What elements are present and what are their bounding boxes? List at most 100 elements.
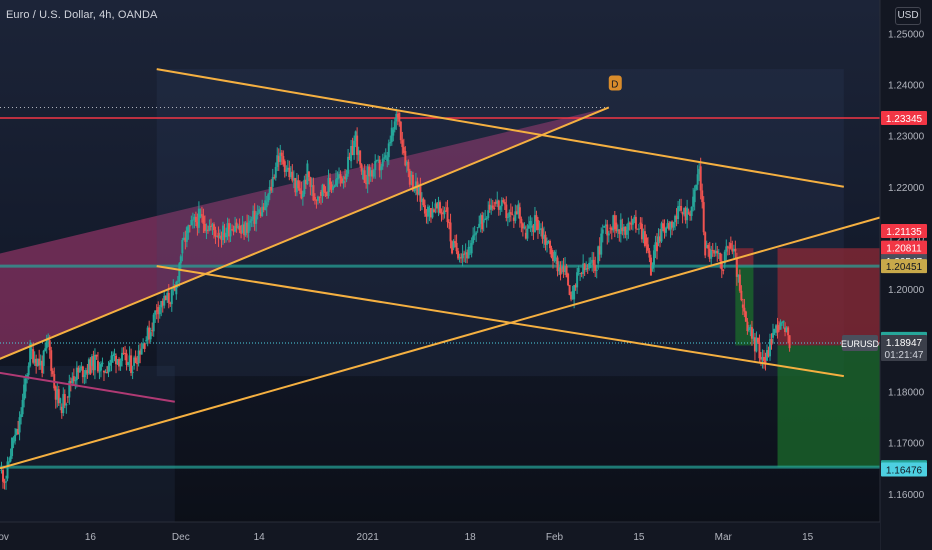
candle-body (357, 150, 360, 155)
candle-body (702, 202, 705, 233)
price-tag (881, 259, 927, 274)
candle-body (529, 220, 532, 226)
candle-body (613, 215, 616, 230)
candle-body (503, 202, 506, 205)
candle-body (573, 285, 576, 300)
candle-body (523, 226, 526, 229)
candle-body (690, 206, 693, 216)
candle-body (92, 356, 95, 371)
candle-body (426, 206, 429, 217)
candle-body (749, 327, 752, 329)
candle-body (109, 362, 111, 366)
candle-body (544, 234, 547, 245)
candle-body (765, 350, 768, 361)
candle-body (118, 359, 121, 367)
candle-body (332, 186, 335, 190)
position-profit-box (777, 345, 880, 468)
candle-body (425, 213, 428, 217)
candle-body (704, 232, 707, 256)
candle-body (716, 250, 719, 254)
candle-body (71, 378, 74, 384)
candle-body (77, 367, 80, 373)
candle-body (776, 325, 779, 333)
candle-body (671, 221, 674, 228)
candle-body (530, 225, 533, 228)
candle-body (514, 211, 517, 221)
candle-body (206, 229, 209, 231)
price-tag-label: 1.20811 (886, 244, 922, 255)
candle-body (369, 170, 372, 177)
candle-body (87, 359, 90, 374)
candle-body (550, 248, 553, 258)
candle-body (598, 246, 601, 255)
candle-body (589, 262, 592, 264)
candle-body (472, 235, 475, 244)
candle-body (744, 311, 747, 322)
candle-body (66, 396, 69, 398)
candle-body (200, 214, 203, 216)
candle-body (660, 223, 663, 242)
candle-body (339, 174, 342, 179)
price-axis (880, 0, 932, 550)
candle-body (747, 328, 750, 331)
candle-body (758, 342, 761, 359)
candle-body (167, 292, 170, 303)
candle-body (338, 174, 341, 179)
candle-body (267, 194, 270, 203)
candle-body (231, 229, 234, 231)
candle-body (360, 164, 363, 172)
price-tag (881, 110, 927, 125)
candle-body (466, 252, 469, 259)
candle-body (270, 186, 273, 191)
candle-body (8, 461, 11, 463)
candle-body (707, 245, 710, 249)
candle-body (585, 268, 588, 270)
candle-body (57, 389, 60, 404)
candle-body (122, 352, 125, 354)
candle-body (139, 350, 142, 355)
pattern-label: D (611, 79, 618, 90)
candle-body (735, 258, 738, 277)
candle-body (594, 265, 597, 272)
candle-body (276, 155, 279, 167)
candle-body (285, 169, 288, 172)
candle-body (321, 184, 324, 196)
candle-body (782, 320, 785, 323)
candle-body (770, 339, 773, 345)
candle-body (173, 287, 176, 291)
candle-body (330, 184, 333, 190)
candle-body (179, 256, 182, 264)
x-tick-label: Nov (0, 532, 9, 543)
candle-body (535, 215, 538, 222)
candle-body (505, 204, 508, 218)
candle-body (322, 184, 325, 192)
candle-body (83, 374, 86, 378)
x-tick-label: Mar (715, 532, 733, 543)
candle-body (345, 173, 348, 180)
x-tick-label: Dec (172, 532, 190, 543)
candle-body (606, 224, 609, 236)
y-tick-label: 1.22000 (888, 183, 925, 194)
candle-body (710, 249, 713, 259)
candle-body (329, 177, 331, 185)
candle-body (601, 229, 604, 234)
candle-body (490, 205, 493, 210)
candle-body (344, 176, 347, 180)
candle-body (725, 246, 728, 252)
candle-body (539, 228, 542, 230)
candle-body (714, 250, 717, 254)
candle-body (527, 225, 530, 229)
candle-body (181, 240, 184, 254)
candle-body (20, 414, 23, 418)
candle-body (506, 217, 509, 219)
candle-body (377, 159, 380, 161)
currency-button[interactable]: USD (895, 7, 921, 25)
candle-body (240, 230, 243, 234)
candle-body (565, 266, 568, 278)
candle-body (692, 196, 695, 207)
candle-body (579, 272, 582, 274)
candle-body (460, 257, 463, 259)
candle-body (241, 224, 244, 233)
